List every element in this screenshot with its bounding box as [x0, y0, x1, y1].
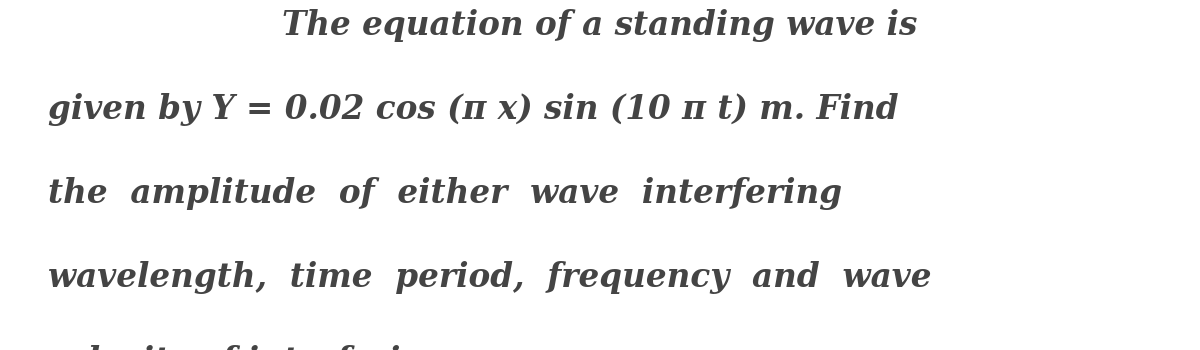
Text: the  amplitude  of  either  wave  interfering: the amplitude of either wave interfering: [48, 177, 842, 210]
Text: given by Y = 0.02 cos (π x) sin (10 π t) m. Find: given by Y = 0.02 cos (π x) sin (10 π t)…: [48, 93, 899, 126]
Text: The equation of a standing wave is: The equation of a standing wave is: [282, 9, 918, 42]
Text: wavelength,  time  period,  frequency  and  wave: wavelength, time period, frequency and w…: [48, 261, 931, 294]
Text: velocity of interfering waves.: velocity of interfering waves.: [48, 345, 577, 350]
